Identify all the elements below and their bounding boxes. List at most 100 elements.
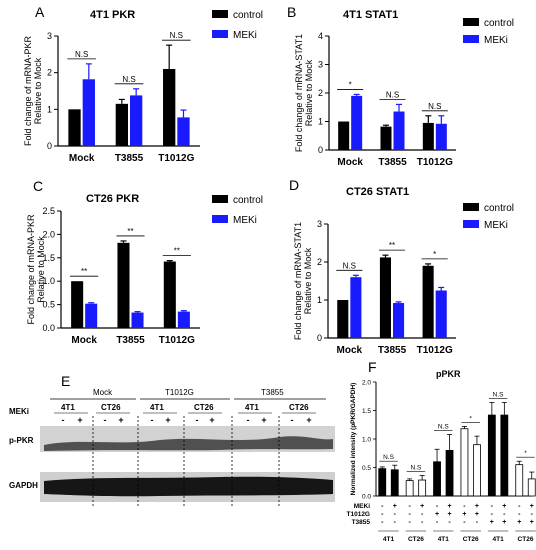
bar	[445, 449, 454, 497]
y-tick-label: 1	[47, 104, 52, 114]
bar	[418, 479, 427, 497]
x-tick-label: T3855	[115, 153, 144, 164]
y-axis-label: Relative to Mock	[36, 236, 46, 303]
panel-a-title: 4T1 PKR	[90, 9, 135, 21]
blot-cell-label: CT26	[101, 403, 121, 412]
condition-sign: +	[517, 519, 521, 526]
significance-label: **	[174, 247, 180, 256]
cell-label: CT26	[408, 536, 424, 543]
condition-row-label: MEKi	[354, 503, 370, 510]
bar	[527, 478, 536, 497]
y-tick-label: 1.5	[42, 253, 55, 263]
condition-sign: +	[435, 511, 439, 518]
legend-swatch-meki	[463, 35, 479, 43]
panel-e-western-blot: E Mock T1012G T3855 MEKi 4T1 CT26 4T1 CT…	[9, 373, 335, 508]
significance-label: *	[433, 250, 436, 259]
significance-label: N.S	[428, 102, 441, 111]
condition-sign: -	[491, 511, 494, 518]
condition-sign: +	[502, 519, 506, 526]
blot-cell-label: 4T1	[245, 403, 259, 412]
y-axis-label: Fold change of mRNA-PKR	[23, 35, 33, 146]
significance-label: N.S	[493, 392, 505, 399]
meki-sign: -	[291, 415, 294, 425]
meki-row-label: MEKi	[9, 407, 29, 416]
meki-sign: +	[261, 415, 266, 425]
y-tick-label: 0	[47, 141, 52, 151]
panel-c-title: CT26 PKR	[86, 193, 139, 205]
condition-sign: -	[463, 503, 466, 510]
y-tick-label: 2.0	[362, 380, 371, 387]
bar	[337, 300, 349, 338]
significance-label: N.S	[170, 31, 183, 40]
y-tick-label: 3	[47, 31, 52, 41]
bar	[393, 111, 405, 150]
y-axis-label: Relative to Mock	[33, 57, 43, 124]
condition-sign: -	[476, 519, 479, 526]
x-tick-label: T1012G	[417, 157, 453, 168]
bar	[117, 242, 130, 328]
y-axis-label: Fold change of mRNA-STAT1	[293, 222, 303, 340]
condition-row-label: T1012G	[347, 511, 371, 518]
condition-sign: -	[518, 503, 521, 510]
bar	[177, 117, 190, 146]
y-tick-label: 3	[317, 219, 322, 229]
bar	[68, 109, 81, 146]
condition-sign: +	[393, 503, 397, 510]
y-tick-label: 2.0	[42, 229, 55, 239]
condition-sign: -	[394, 511, 397, 518]
condition-sign: -	[436, 519, 439, 526]
bar	[390, 469, 399, 497]
legend-swatch-control	[212, 10, 228, 18]
condition-sign: +	[448, 503, 452, 510]
bar	[500, 414, 509, 497]
x-tick-label: Mock	[71, 335, 97, 346]
meki-sign: +	[306, 415, 311, 425]
bar	[405, 480, 414, 497]
bar	[163, 69, 176, 146]
condition-sign: +	[530, 519, 534, 526]
bar	[338, 121, 350, 150]
gapdh-band	[44, 476, 333, 497]
significance-label: N.S	[386, 90, 399, 99]
bar	[351, 95, 363, 150]
cell-label: CT26	[518, 536, 534, 543]
legend-swatch-meki	[212, 30, 228, 38]
bar	[422, 265, 434, 338]
panel-b-letter: B	[287, 4, 296, 20]
y-tick-label: 0	[318, 145, 323, 155]
bar	[379, 257, 391, 338]
meki-sign: -	[104, 415, 107, 425]
y-tick-label: 0.0	[362, 494, 371, 501]
condition-sign: +	[502, 503, 506, 510]
panel-b-title: 4T1 STAT1	[343, 9, 398, 21]
significance-label: *	[469, 415, 472, 422]
bar	[433, 461, 441, 497]
condition-sign: -	[408, 511, 411, 518]
panel-f-title: pPKR	[436, 369, 461, 379]
x-tick-label: Mock	[69, 153, 95, 164]
significance-label: N.S	[75, 50, 88, 59]
meki-sign: +	[118, 415, 123, 425]
bar	[473, 444, 481, 497]
condition-sign: -	[518, 511, 521, 518]
y-tick-label: 1	[317, 295, 322, 305]
significance-label: N.S	[383, 454, 395, 461]
y-tick-label: 1.0	[362, 437, 371, 444]
bar	[115, 103, 128, 146]
condition-row-label: T3855	[352, 519, 371, 526]
panel-c-legend: control MEKi	[212, 195, 263, 226]
panel-f: F pPKR 0.0 0.5 1.0 1.5 2.0 Normalized intensi…	[347, 359, 536, 543]
meki-sign: -	[196, 415, 199, 425]
panel-c-plot: 0.0 0.5 1.0 1.5 2.0 2.5 Fold change of mRNA-PK…	[26, 206, 200, 346]
condition-sign: -	[436, 503, 439, 510]
blot-cell-label: 4T1	[61, 403, 75, 412]
x-tick-label: T1012G	[159, 335, 195, 346]
bar	[487, 414, 496, 497]
significance-label: *	[524, 450, 527, 457]
legend-swatch-control	[212, 195, 228, 203]
condition-sign: -	[381, 519, 384, 526]
legend-label-meki: MEKi	[484, 220, 508, 231]
condition-sign: +	[475, 503, 479, 510]
x-tick-label: T1012G	[417, 345, 453, 356]
